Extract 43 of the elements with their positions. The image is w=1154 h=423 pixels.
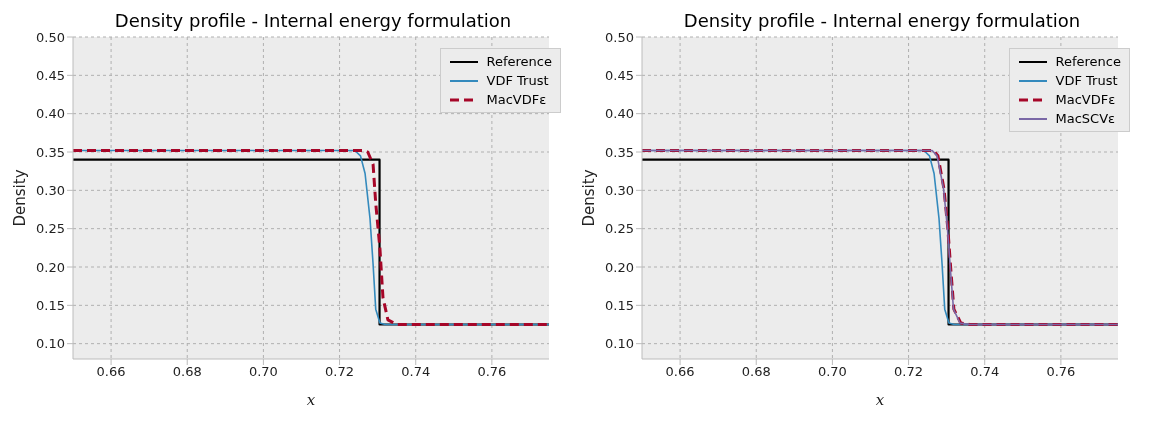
y-tick-label: 0.10 (605, 336, 634, 352)
y-tick-label: 0.40 (605, 106, 634, 122)
legend-label: Reference (1055, 53, 1121, 71)
y-tick-label: 0.25 (605, 221, 634, 237)
y-axis-title: Density (580, 169, 599, 227)
x-tick-label: 0.66 (665, 364, 695, 380)
x-axis-title: x (875, 391, 885, 409)
y-tick-label: 0.30 (36, 182, 65, 198)
x-tick-label: 0.74 (401, 364, 431, 380)
x-tick-label: 0.70 (248, 364, 278, 380)
chart-title: Density profile - Internal energy formulation (682, 10, 1082, 31)
legend-label: VDF Trust (486, 72, 549, 90)
y-tick-label: 0.30 (605, 182, 634, 198)
x-tick-label: 0.74 (970, 364, 1000, 380)
x-tick-label: 0.76 (477, 364, 507, 380)
y-tick-label: 0.45 (36, 67, 65, 83)
x-tick-label: 0.70 (817, 364, 847, 380)
legend-label: VDF Trust (1055, 72, 1118, 90)
legend-label: Reference (486, 53, 552, 71)
y-tick-label: 0.15 (36, 297, 65, 313)
y-axis-title: Density (11, 169, 30, 227)
y-tick-label: 0.40 (36, 106, 65, 122)
x-tick-label: 0.66 (96, 364, 126, 380)
chart-title: Density profile - Internal energy formulation (113, 10, 513, 31)
x-tick-label: 0.68 (172, 364, 202, 380)
y-tick-label: 0.15 (605, 297, 634, 313)
y-tick-label: 0.50 (605, 29, 634, 45)
x-axis-title: x (306, 391, 316, 409)
y-tick-label: 0.35 (36, 144, 65, 160)
x-tick-label: 0.72 (325, 364, 355, 380)
y-tick-label: 0.35 (605, 144, 634, 160)
y-tick-label: 0.50 (36, 29, 65, 45)
y-tick-label: 0.20 (36, 259, 65, 275)
legend-label: MacVDFε (1055, 91, 1116, 109)
y-tick-label: 0.20 (605, 259, 634, 275)
legend-label: MacSCVε (1055, 110, 1116, 128)
legend-label: MacVDFε (486, 91, 547, 109)
y-tick-label: 0.25 (36, 221, 65, 237)
x-tick-label: 0.76 (1046, 364, 1076, 380)
y-tick-label: 0.10 (36, 336, 65, 352)
x-tick-label: 0.68 (741, 364, 771, 380)
x-tick-label: 0.72 (894, 364, 924, 380)
y-tick-label: 0.45 (605, 67, 634, 83)
